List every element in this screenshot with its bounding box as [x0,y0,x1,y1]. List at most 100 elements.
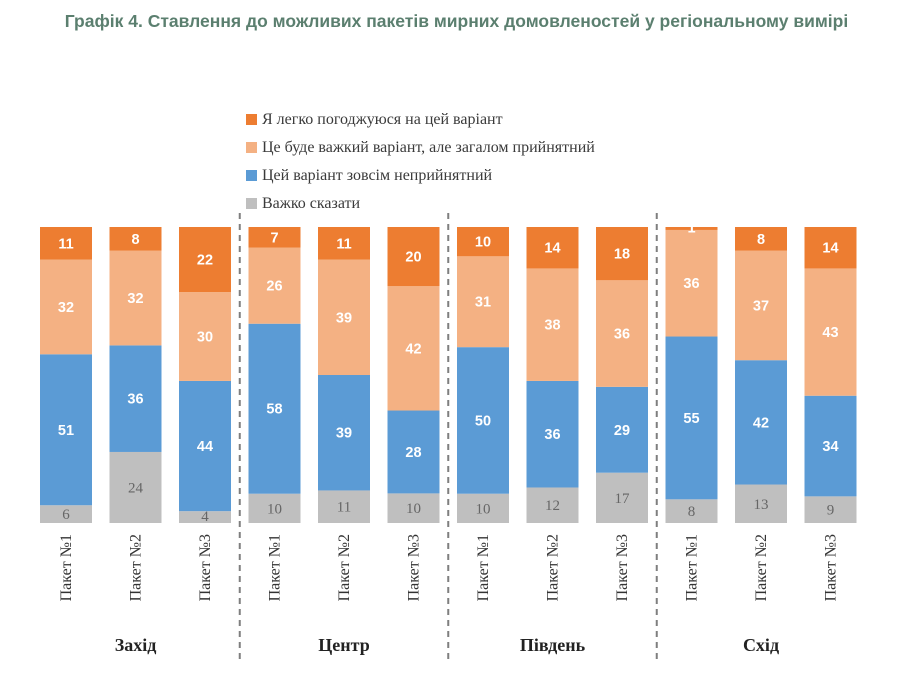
legend-entry-label: Це буде важкий варіант, але загалом прий… [262,139,595,156]
data-label: 32 [127,291,143,307]
data-label: 10 [406,501,421,517]
bar-segment-dk [318,490,370,523]
bar-segment-hard [387,286,440,411]
bar-segment-hard [318,259,370,375]
data-label: 39 [336,426,352,442]
bar-segment-unacceptable [596,386,648,473]
data-label: 36 [683,276,699,292]
category-tick-label: Пакет №2 [753,534,770,601]
bar-segment-hard [665,229,718,337]
bar-segment-hard [179,292,231,381]
bar-segment-hard [526,268,579,381]
category-tick-label: Пакет №2 [545,534,562,601]
bar-segment-unacceptable [387,410,440,494]
category-tick-label: Пакет №3 [197,534,214,601]
bar-segment-easy [735,227,787,251]
data-label: 4 [201,509,209,525]
region-group-label: Захід [115,635,157,655]
bar-segment-easy [665,227,718,230]
bar-segment-dk [179,511,231,523]
data-label: 18 [614,247,630,263]
data-label: 37 [753,298,769,314]
data-label: 36 [127,392,143,408]
legend-swatch [246,142,257,153]
data-label: 24 [128,480,144,496]
legend-swatch [246,198,257,209]
data-label: 8 [131,232,139,248]
bar-segment-unacceptable [179,380,231,512]
region-group-label: Південь [520,635,586,655]
bar-segment-easy [179,227,231,293]
category-tick-label: Пакет №1 [58,534,75,601]
bar-segment-easy [40,227,92,260]
data-label: 8 [688,504,696,520]
category-tick-label: Пакет №3 [823,534,840,601]
data-label: 42 [405,341,421,357]
data-label: 58 [266,402,282,418]
legend-swatch [246,114,257,125]
bar-segment-hard [457,256,509,348]
data-label: 10 [267,501,282,517]
bar-segment-dk [735,484,787,523]
data-label: 10 [475,235,491,251]
data-label: 1 [687,220,695,236]
data-label: 43 [822,325,838,341]
data-label: 51 [58,423,74,439]
legend-swatch [246,170,257,181]
bar-segment-dk [665,499,718,523]
data-label: 50 [475,413,491,429]
data-label: 28 [405,445,421,461]
data-label: 44 [197,439,213,455]
bar-segment-dk [109,451,162,523]
bar-segment-easy [804,227,857,269]
bar-segment-dk [457,493,509,523]
data-label: 31 [475,295,491,311]
bar-segment-dk [40,505,92,523]
category-tick-label: Пакет №2 [336,534,353,601]
category-tick-label: Пакет №1 [684,534,701,601]
data-label: 30 [197,330,213,346]
data-label: 11 [336,236,351,252]
bar-segment-easy [526,227,579,269]
data-label: 29 [614,423,630,439]
bar-segment-hard [248,247,301,324]
data-label: 10 [476,501,491,517]
data-label: 32 [58,300,74,316]
bar-segment-easy [318,227,370,260]
bar-segment-easy [109,227,162,251]
data-label: 11 [58,236,73,252]
data-label: 14 [822,241,838,257]
legend-entry-label: Важко сказати [262,195,361,212]
bar-segment-easy [457,227,509,257]
chart-title: Графік 4. Ставлення до можливих пакетів … [64,11,849,31]
bar-segment-dk [596,472,648,523]
category-tick-label: Пакет №3 [406,534,423,601]
bar-segment-hard [735,250,787,361]
data-label: 13 [754,497,769,513]
data-label: 6 [62,507,70,523]
region-group-label: Схід [743,635,779,655]
data-label: 38 [544,318,560,334]
bar-segment-hard [40,259,92,355]
bar-segment-dk [387,493,440,523]
bar-segment-dk [804,496,857,523]
bar-segment-unacceptable [40,354,92,506]
data-label: 20 [405,250,421,266]
data-label: 34 [822,439,838,455]
data-label: 22 [197,253,213,269]
data-label: 9 [827,503,835,519]
category-tick-label: Пакет №1 [475,534,492,601]
bar-segment-unacceptable [457,347,509,494]
data-label: 11 [337,500,351,516]
category-tick-label: Пакет №1 [267,534,284,601]
bar-segment-hard [596,280,648,387]
bar-segment-unacceptable [248,323,301,494]
bar-segment-unacceptable [804,395,857,497]
data-label: 36 [544,427,560,443]
bar-segment-unacceptable [318,375,370,491]
bar-segment-unacceptable [526,380,579,488]
bar-segment-easy [596,227,648,281]
data-label: 12 [545,498,560,514]
category-tick-label: Пакет №3 [614,534,631,601]
